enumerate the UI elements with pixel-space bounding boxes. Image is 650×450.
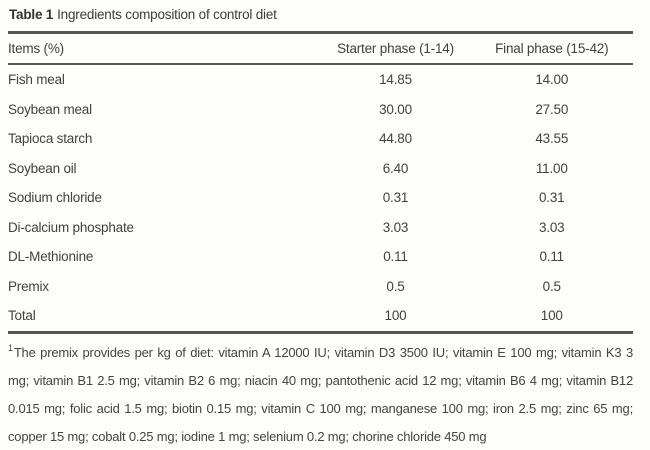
starter-value: 14.85 [379,72,412,88]
final-value: 0.11 [539,249,565,265]
ingredient-name: Premix [8,278,49,294]
ingredients-table: Items (%) Starter phase (1-14) Final pha… [8,31,633,334]
column-header-final: Final phase (15-42) [470,32,633,65]
ingredient-name: Tapioca starch [8,131,93,147]
column-header-items: Items (%) [8,32,321,65]
table-caption-text: Ingredients composition of control diet [57,7,277,22]
final-value: 3.03 [539,219,565,235]
ingredient-name: Fish meal [8,72,65,88]
table-footnote: 1The premix provides per kg of diet: vit… [8,339,633,450]
final-value: 11.00 [535,160,568,176]
final-value: 0.31 [539,190,565,206]
starter-value: 0.31 [382,190,409,206]
table-row: Soybean meal 30.00 27.50 [8,95,633,125]
footnote-text: The premix provides per kg of diet: vita… [8,344,633,444]
starter-value: 44.80 [379,131,412,147]
column-header-starter: Starter phase (1-14) [320,32,471,65]
final-value: 27.50 [535,101,569,117]
starter-value: 3.03 [382,219,409,235]
ingredient-name: Soybean oil [8,160,77,176]
table-row: Di-calcium phosphate 3.03 3.03 [8,213,633,243]
table-row-total: Total 100 100 [8,301,633,332]
table-header-row: Items (%) Starter phase (1-14) Final pha… [8,32,633,65]
starter-value: 30.00 [379,101,412,117]
starter-value: 0.11 [383,249,408,265]
table-caption-label: Table 1 [9,7,54,22]
footnote-superscript: 1 [8,343,13,354]
ingredient-name: Total [8,308,36,324]
table-row: Premix 0.5 0.5 [8,272,633,302]
ingredient-name: Sodium chloride [8,190,102,206]
table-row: Tapioca starch 44.80 43.55 [8,124,633,154]
final-value: 0.5 [542,278,561,294]
table-row: Soybean oil 6.40 11.00 [8,154,633,184]
table-caption: Table 1 Ingredients composition of contro… [9,7,633,22]
table-row: Fish meal 14.85 14.00 [8,64,633,95]
ingredient-name: DL-Methionine [8,249,94,265]
final-value: 43.55 [535,131,569,147]
table-row: Sodium chloride 0.31 0.31 [8,183,633,213]
starter-value: 100 [384,308,407,324]
final-value: 100 [540,308,563,324]
starter-value: 0.5 [386,278,405,294]
starter-value: 6.40 [382,160,409,176]
ingredient-name: Di-calcium phosphate [8,219,134,235]
ingredient-name: Soybean meal [8,101,92,117]
final-value: 14.00 [535,72,569,88]
table-row: DL-Methionine 0.11 0.11 [8,242,633,272]
